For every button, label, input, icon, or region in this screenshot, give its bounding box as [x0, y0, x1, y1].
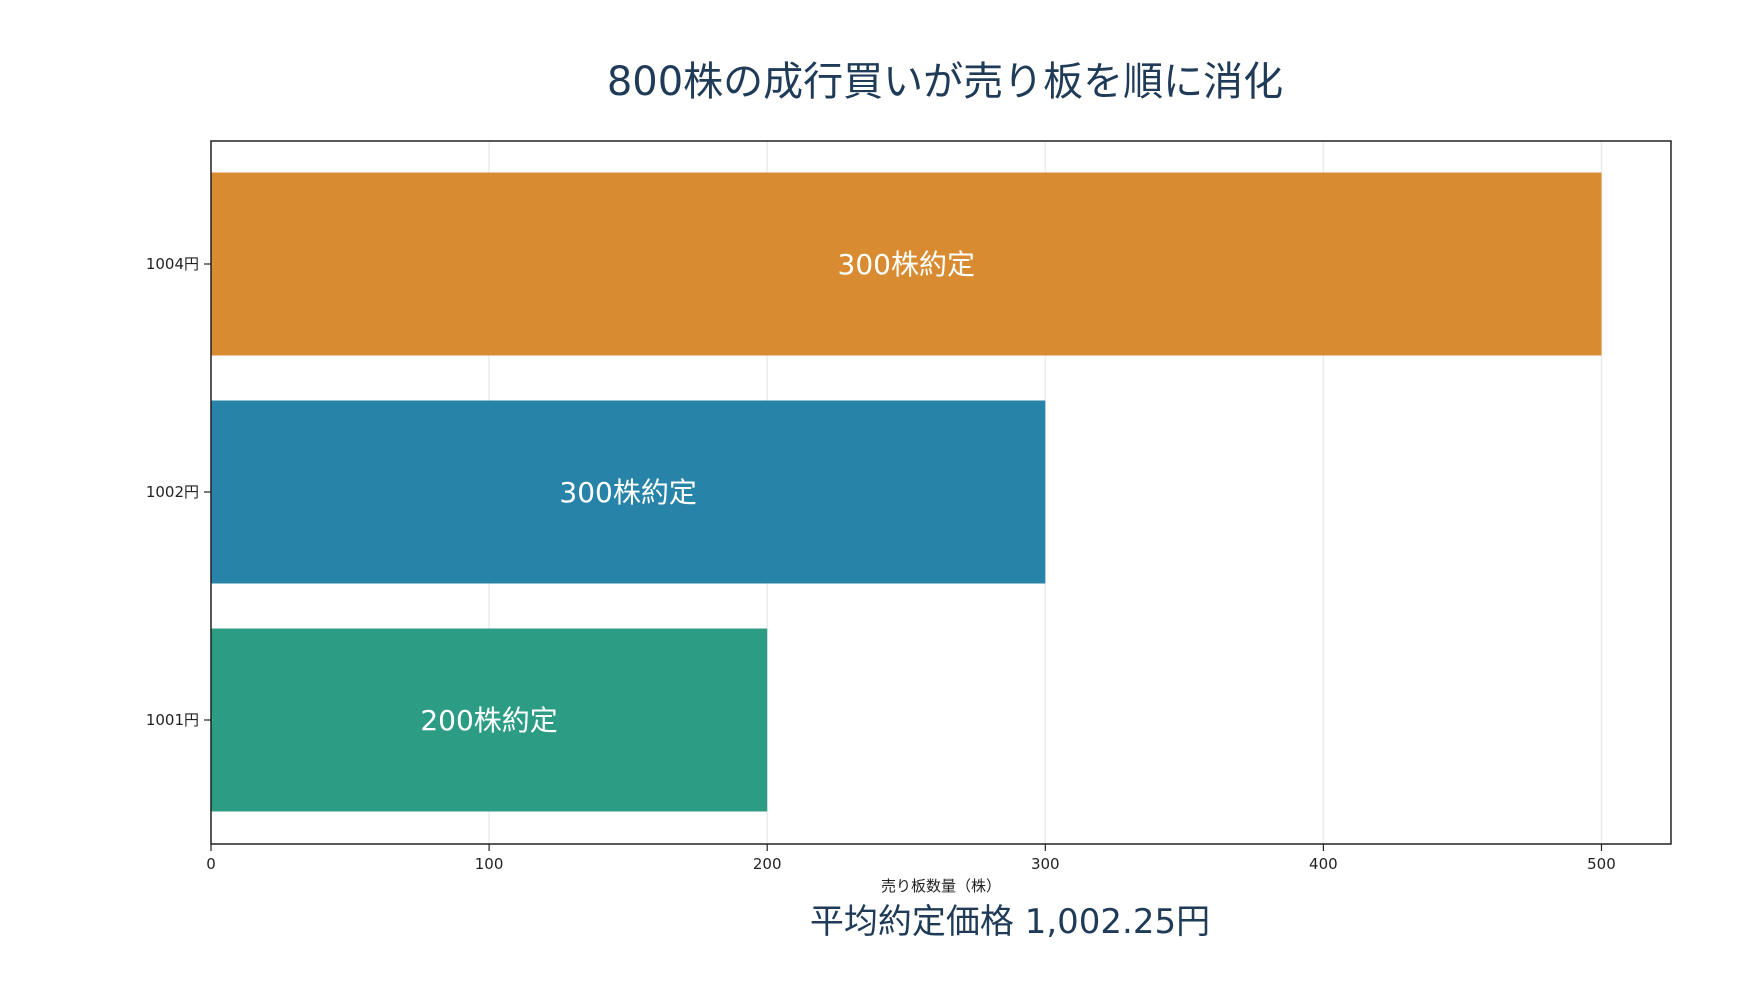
bar — [211, 400, 1046, 584]
y-tick-label: 1002円 — [146, 483, 199, 501]
bar — [211, 628, 768, 812]
bar-data-label: 200株約定 — [420, 704, 557, 737]
x-tick-label: 200 — [753, 855, 782, 873]
x-tick-label: 0 — [206, 855, 216, 873]
bar-data-label: 300株約定 — [838, 248, 975, 281]
x-tick-label: 300 — [1031, 855, 1060, 873]
x-tick-label: 400 — [1309, 855, 1338, 873]
x-tick-label: 100 — [475, 855, 504, 873]
x-tick-label: 500 — [1587, 855, 1616, 873]
chart-title: 800株の成行買いが売り板を順に消化 — [607, 59, 1283, 105]
bar-data-label: 300株約定 — [559, 476, 696, 509]
chart-subtitle: 平均約定価格 1,002.25円 — [810, 902, 1210, 942]
bar — [211, 172, 1602, 356]
x-axis: 0 100 200 300 400 500 — [206, 844, 1616, 873]
y-tick-label: 1004円 — [146, 255, 199, 273]
y-axis: 1001円 1002円 1004円 — [146, 255, 211, 729]
y-tick-label: 1001円 — [146, 711, 199, 729]
bar-layer: 200株約定 300株約定 300株約定 — [211, 172, 1602, 812]
x-axis-label: 売り板数量（株） — [881, 877, 1001, 895]
plot-frame — [210, 140, 1672, 845]
